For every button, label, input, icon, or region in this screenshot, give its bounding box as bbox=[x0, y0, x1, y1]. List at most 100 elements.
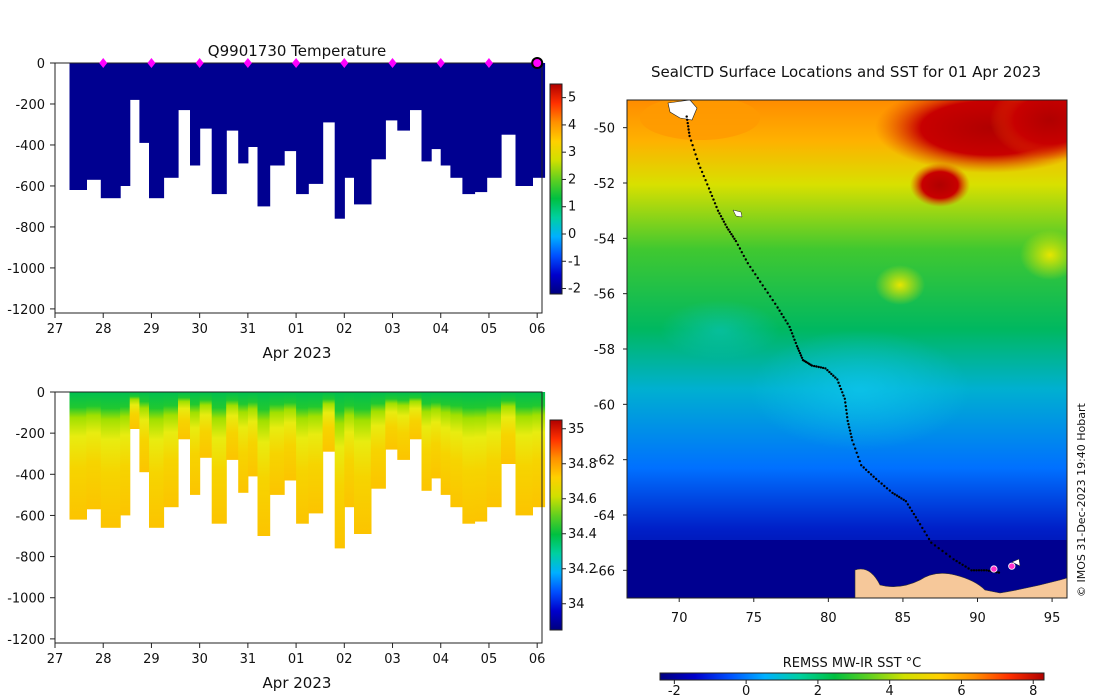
track-point bbox=[900, 497, 903, 500]
track-point bbox=[749, 265, 752, 269]
salinity-profile-bar bbox=[226, 392, 239, 460]
salinity-profile-bar bbox=[501, 392, 517, 464]
small-island bbox=[1011, 558, 1021, 567]
track-point bbox=[895, 494, 899, 497]
map-latitude-ticks: -50 -52 -54 -56 -58 -60 -62 -64 -66 bbox=[594, 122, 627, 579]
track-point bbox=[837, 381, 840, 384]
temperature-x-tick-label: 02 bbox=[336, 322, 353, 337]
track-point bbox=[699, 166, 702, 169]
track-point bbox=[891, 491, 894, 495]
map-title: SealCTD Surface Locations and SST for 01… bbox=[651, 63, 1041, 81]
temperature-y-ticks: 0 -200 -400 -600 -800 -1000 -1200 bbox=[7, 57, 55, 318]
track-point bbox=[941, 549, 944, 553]
track-point bbox=[843, 397, 846, 400]
track-point bbox=[918, 523, 922, 526]
track-point bbox=[851, 439, 854, 442]
track-point bbox=[744, 258, 747, 261]
seal-track bbox=[685, 115, 1001, 574]
map-lat-tick-label: -54 bbox=[594, 232, 615, 247]
track-point bbox=[912, 512, 916, 516]
salinity-profile-bar bbox=[486, 392, 502, 508]
track-point bbox=[852, 443, 855, 446]
salinity-profile-bar bbox=[284, 392, 297, 481]
track-point bbox=[948, 555, 952, 558]
track-point bbox=[864, 468, 868, 471]
salinity-y-tick-label: 0 bbox=[37, 386, 45, 401]
temperature-colorbar bbox=[549, 83, 563, 295]
track-point bbox=[958, 561, 961, 565]
salinity-x-tick-label: 27 bbox=[47, 652, 64, 667]
salinity-x-tick-label: 03 bbox=[384, 652, 401, 667]
track-point bbox=[713, 202, 717, 205]
track-point bbox=[793, 338, 796, 341]
temperature-profile-bar bbox=[354, 63, 372, 205]
temperature-y-tick-label: -400 bbox=[15, 139, 45, 154]
track-point bbox=[838, 384, 841, 388]
track-point bbox=[815, 365, 818, 368]
salinity-panel: 0 -200 -400 -600 -800 -1000 -1200 27 28 29 30 31 01… bbox=[7, 386, 597, 692]
salinity-profile-bar bbox=[247, 392, 259, 477]
map-colorbar-ticks: -2 0 2 4 6 8 bbox=[668, 680, 1037, 699]
track-point bbox=[689, 139, 693, 142]
track-point bbox=[927, 537, 931, 541]
salinity-profile-bar bbox=[149, 392, 165, 528]
salinity-y-tick-label: -600 bbox=[15, 509, 45, 524]
salinity-colorbar-ticks: 35 34.8 34.6 34.4 34.2 34 bbox=[562, 422, 597, 612]
salinity-profile-bar bbox=[163, 392, 179, 508]
track-point bbox=[846, 416, 849, 419]
temperature-profile-bar bbox=[284, 63, 297, 152]
temperature-x-label: Apr 2023 bbox=[263, 344, 332, 362]
track-point bbox=[916, 519, 919, 522]
salinity-profile-bar bbox=[344, 392, 355, 508]
track-point bbox=[914, 516, 918, 519]
salinity-colorbar-tick-label: 34.2 bbox=[568, 562, 597, 577]
track-point bbox=[727, 228, 730, 231]
temperature-profile-bar bbox=[69, 63, 87, 190]
map-lon-tick-label: 85 bbox=[895, 611, 912, 626]
track-point bbox=[880, 482, 883, 485]
track-point bbox=[751, 269, 754, 272]
salinity-colorbar-tick-label: 35 bbox=[568, 422, 585, 437]
track-point bbox=[844, 401, 847, 404]
track-point bbox=[702, 174, 705, 178]
track-point bbox=[695, 157, 699, 161]
salinity-y-ticks: 0 -200 -400 -600 -800 -1000 -1200 bbox=[7, 386, 55, 648]
track-point bbox=[975, 569, 978, 572]
track-point bbox=[867, 470, 870, 474]
map-colorbar-tick-label: -2 bbox=[668, 684, 681, 699]
surface-marker bbox=[147, 58, 156, 68]
track-point bbox=[778, 309, 781, 312]
track-point bbox=[955, 559, 958, 563]
track-point bbox=[877, 480, 880, 483]
map-lat-tick-label: -58 bbox=[594, 343, 615, 358]
track-point bbox=[902, 498, 905, 501]
track-point bbox=[826, 369, 829, 372]
track-point bbox=[980, 569, 983, 572]
salinity-y-tick-label: -400 bbox=[15, 468, 45, 483]
salinity-x-tick-label: 06 bbox=[529, 652, 546, 667]
track-point bbox=[697, 162, 700, 165]
temperature-colorbar-tick-label: 3 bbox=[568, 145, 576, 160]
map-lat-tick-label: -50 bbox=[594, 122, 615, 137]
salinity-profile-bar bbox=[211, 392, 227, 524]
track-point bbox=[874, 477, 878, 481]
salinity-x-label: Apr 2023 bbox=[263, 674, 332, 692]
salinity-y-tick-label: -1200 bbox=[7, 633, 45, 648]
temperature-profile-bar bbox=[501, 63, 517, 135]
track-point bbox=[937, 547, 940, 550]
salinity-colorbar-tick-label: 34.4 bbox=[568, 527, 597, 542]
salinity-profile-bar bbox=[139, 392, 150, 473]
track-point bbox=[761, 284, 764, 287]
track-point bbox=[850, 435, 853, 439]
track-point bbox=[776, 306, 779, 309]
track-point bbox=[857, 455, 860, 459]
surface-marker bbox=[99, 58, 108, 68]
sst-map-panel: SealCTD Surface Locations and SST for 01… bbox=[594, 63, 1088, 699]
track-point bbox=[885, 487, 889, 490]
track-point bbox=[862, 466, 865, 469]
temperature-profile-bar bbox=[431, 63, 442, 150]
track-point bbox=[700, 170, 704, 174]
temperature-profile-bar bbox=[308, 63, 324, 184]
track-point bbox=[810, 364, 814, 367]
track-point bbox=[961, 563, 964, 566]
